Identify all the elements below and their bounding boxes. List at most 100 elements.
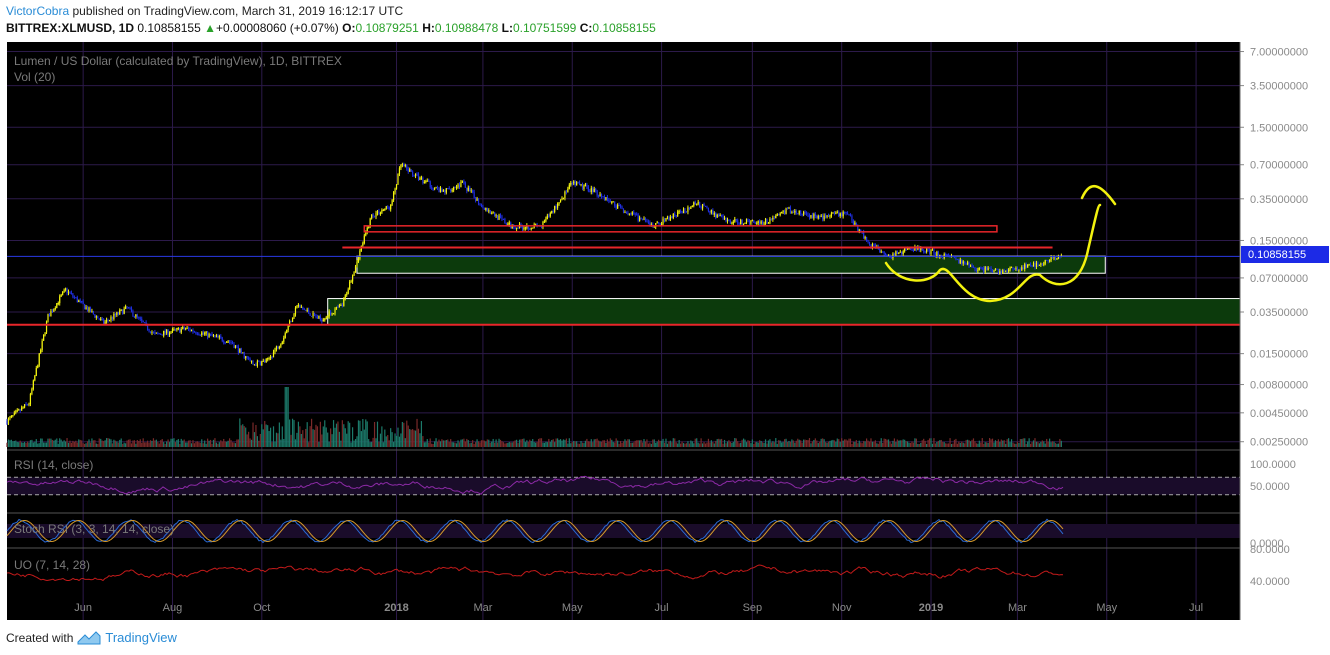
volume-bar xyxy=(180,438,182,447)
volume-bar xyxy=(472,440,474,447)
candle-body xyxy=(609,200,611,203)
candle-body xyxy=(514,227,516,230)
tradingview-brand-link[interactable]: TradingView xyxy=(105,630,177,645)
candle-body xyxy=(6,421,8,425)
volume-bar xyxy=(628,439,630,447)
candle-body xyxy=(403,164,405,166)
candle-body xyxy=(644,218,647,221)
candle-body xyxy=(498,215,500,220)
candle-body xyxy=(144,322,146,324)
volume-bar xyxy=(69,440,71,447)
candle-body xyxy=(886,255,888,257)
y-tick-label: 3.50000000 xyxy=(1250,81,1308,93)
volume-bar xyxy=(114,440,116,447)
volume-bar xyxy=(826,442,828,447)
volume-bar xyxy=(899,440,901,447)
volume-bar xyxy=(987,442,989,447)
candle-body xyxy=(351,275,354,282)
candle-body xyxy=(701,204,704,209)
volume-bar xyxy=(195,441,197,447)
volume-bar xyxy=(902,439,904,447)
volume-bar xyxy=(949,438,951,447)
volume-bar xyxy=(262,429,264,447)
candle-body xyxy=(224,342,226,344)
author-link[interactable]: VictorCobra xyxy=(6,4,70,18)
volume-bar xyxy=(719,439,721,447)
candle-body xyxy=(685,211,688,213)
volume-bar xyxy=(937,440,939,447)
candle-body xyxy=(535,224,537,226)
volume-bar xyxy=(895,442,897,447)
volume-bar xyxy=(988,438,991,447)
candle-body xyxy=(433,188,436,190)
candle-body xyxy=(926,248,928,252)
volume-bar xyxy=(170,438,172,447)
candle-body xyxy=(328,311,330,317)
candle-body xyxy=(284,333,286,338)
volume-bar xyxy=(882,442,884,447)
candle-body xyxy=(192,329,194,332)
volume-bar xyxy=(540,438,543,447)
volume-bar xyxy=(259,433,261,447)
candle-body xyxy=(287,324,289,330)
volume-bar xyxy=(40,438,42,447)
volume-bar xyxy=(810,443,812,447)
volume-bar xyxy=(328,441,330,447)
volume-bar xyxy=(41,438,43,447)
candle-body xyxy=(536,224,538,226)
candle-body xyxy=(85,307,87,310)
candle-body xyxy=(410,169,412,172)
candle-body xyxy=(595,188,597,191)
price-axis[interactable]: 7.00000000 3.50000000 1.50000000 0.70000000… xyxy=(1239,42,1308,620)
volume-bar xyxy=(936,441,938,447)
candle-body xyxy=(395,184,398,189)
volume-bar xyxy=(779,440,781,447)
candle-body xyxy=(166,329,168,334)
volume-bar xyxy=(1029,443,1032,447)
volume-bar xyxy=(363,429,365,447)
volume-bar xyxy=(710,440,712,447)
candle-body xyxy=(975,269,978,271)
volume-bar xyxy=(1053,441,1055,447)
candle-body xyxy=(98,318,100,320)
candle-body xyxy=(103,319,105,324)
candle-body xyxy=(747,218,749,221)
volume-bar xyxy=(986,442,988,447)
candle-body xyxy=(107,319,109,321)
candle-body xyxy=(145,322,147,324)
volume-bar xyxy=(253,432,256,447)
candle-body xyxy=(88,307,90,311)
candle-body xyxy=(565,191,567,193)
candle-body xyxy=(750,221,752,224)
open-label: O: xyxy=(342,21,356,35)
volume-bar xyxy=(854,441,856,447)
volume-bar xyxy=(105,438,108,447)
volume-bar xyxy=(811,441,814,447)
candle-body xyxy=(385,206,387,210)
volume-bar xyxy=(439,441,442,447)
candle-body xyxy=(729,221,731,224)
volume-bar xyxy=(335,423,338,447)
candle-body xyxy=(356,261,358,267)
volume-bar xyxy=(934,443,937,447)
volume-bar xyxy=(865,438,868,447)
volume-bar xyxy=(636,440,638,447)
candle-body xyxy=(808,215,811,218)
candle-body xyxy=(852,220,855,225)
candle-body xyxy=(246,356,248,358)
volume-bar xyxy=(261,424,263,447)
volume-bar xyxy=(898,440,900,447)
volume-bar xyxy=(532,439,534,447)
volume-bar xyxy=(789,441,792,447)
volume-bar xyxy=(863,440,865,447)
time-axis[interactable]: Jun Aug Oct 2018 Mar May Jul Sep Nov 2019 Mar May Ju… xyxy=(74,602,1203,614)
candle-body xyxy=(414,173,417,176)
volume-bar xyxy=(315,424,317,447)
candle-body xyxy=(340,304,342,306)
candle-body xyxy=(476,198,478,201)
candle-body xyxy=(649,222,651,227)
volume-bar xyxy=(319,421,321,447)
volume-bar xyxy=(668,441,670,447)
candle-body xyxy=(718,214,720,216)
